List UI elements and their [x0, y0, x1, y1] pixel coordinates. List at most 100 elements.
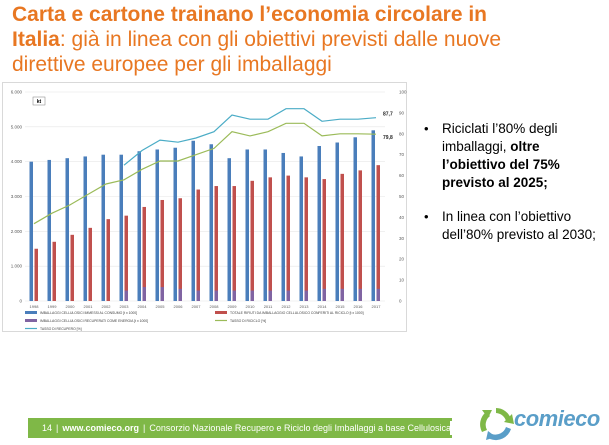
legend-label: IMBALLAGGI CELLULOSICI RECUPERATI COME E…	[40, 319, 148, 323]
y-tick-label-left: 6.000	[11, 90, 23, 95]
x-tick-label: 2006	[174, 304, 184, 309]
chart-bar	[196, 290, 200, 301]
legend-label: IMBALLAGGI CELLULOSICI IMMESSI AL CONSUM…	[40, 311, 137, 315]
chart-bar	[214, 186, 218, 301]
bullet-text: In linea con l’obiettivo dell’80% previs…	[442, 209, 596, 242]
chart-bar	[358, 170, 362, 301]
title-bold-line1: Carta e cartone trainano l’economia circ…	[12, 3, 487, 26]
unit-badge-label: kt	[37, 99, 42, 105]
chart-bar	[340, 288, 344, 301]
chart-bar	[281, 152, 285, 301]
chart-bar	[232, 290, 236, 301]
chart-bar	[250, 180, 254, 301]
legend-swatch	[25, 319, 37, 322]
chart-bar	[335, 142, 339, 301]
x-tick-label: 2001	[84, 304, 94, 309]
chart-bar	[173, 147, 177, 301]
x-tick-label: 2015	[336, 304, 346, 309]
chart-bar	[376, 288, 380, 301]
y-tick-label-left: 2.000	[11, 229, 23, 234]
chart-bar	[358, 288, 362, 301]
chart-bar	[196, 189, 200, 301]
x-tick-label: 2012	[282, 304, 292, 309]
legend-swatch	[215, 311, 227, 314]
chart-bar	[88, 227, 92, 301]
x-tick-label: 1998	[30, 304, 40, 309]
footer-url-link[interactable]: www.comieco.org	[62, 423, 140, 433]
x-tick-label: 2003	[120, 304, 130, 309]
chart-bar	[232, 186, 236, 301]
chart-frame: 0 1.000 2.000 3.000 4.000 5.000 6.000 0 10 20 30 40…	[2, 82, 407, 332]
y-tick-label-left: 1.000	[11, 264, 23, 269]
logo-text: comieco	[514, 406, 600, 431]
y-tick-label-right: 50	[399, 194, 405, 199]
chart-bar	[191, 140, 195, 301]
chart-bar	[29, 161, 33, 301]
chart-bar	[250, 290, 254, 301]
x-tick-label: 2008	[210, 304, 220, 309]
x-tick-label: 2002	[102, 304, 112, 309]
chart-bar	[47, 159, 51, 301]
chart-line	[123, 108, 377, 166]
bullet-dot-icon: •	[424, 121, 429, 136]
footer-organization: Consorzio Nazionale Recupero e Riciclo d…	[149, 423, 452, 433]
y-tick-label-right: 100	[399, 90, 407, 95]
chart-bar	[214, 290, 218, 301]
bullet-item: • In linea con l’obiettivo dell’80% prev…	[420, 208, 605, 244]
chart-bar	[209, 144, 213, 301]
chart-bar	[124, 290, 128, 301]
bullet-dot-icon: •	[424, 209, 429, 224]
chart-bar	[106, 219, 110, 301]
y-tick-label-left: 0	[19, 299, 22, 304]
y-tick-label-right: 90	[399, 110, 405, 115]
x-tick-label: 2011	[264, 304, 273, 309]
chart-bar	[371, 130, 375, 301]
chart-bar	[142, 206, 146, 301]
title-rest-line2: : già in linea con gli obiettivi previst…	[59, 28, 502, 51]
chart-bar	[263, 149, 267, 301]
x-tick-label: 2005	[156, 304, 166, 309]
recycle-arrows-icon	[480, 408, 514, 441]
chart-bar	[304, 177, 308, 301]
chart-bar	[52, 241, 56, 301]
y-tick-label-right: 0	[399, 299, 402, 304]
footer-separator: |	[143, 423, 146, 433]
bullet-item: • Riciclati l’80% degli imballaggi, oltr…	[420, 120, 605, 192]
chart-bar	[340, 173, 344, 301]
y-tick-label-right: 40	[399, 215, 405, 220]
chart-bar	[119, 154, 123, 301]
chart-bar	[376, 165, 380, 301]
title-rest-line3: direttive europee per gli imballaggi	[12, 53, 332, 76]
chart-bar	[245, 149, 249, 301]
y-tick-label-right: 80	[399, 131, 405, 136]
bullet-list: • Riciclati l’80% degli imballaggi, oltr…	[420, 120, 605, 260]
legend-label: TOTALE RIFIUTI DA IMBALLAGGIO CELLULOSIC…	[230, 311, 364, 315]
unit-badge	[32, 96, 46, 106]
chart-bar	[227, 158, 231, 301]
chart-bar	[178, 288, 182, 301]
chart-bar	[317, 145, 321, 301]
chart-bar	[268, 290, 272, 301]
legend-swatch	[25, 311, 37, 314]
slide-title: Carta e cartone trainano l’economia circ…	[12, 2, 602, 77]
chart-line	[33, 122, 377, 225]
bullet-text: Riciclati l’80% degli imballaggi,	[442, 121, 558, 154]
y-tick-label-left: 4.000	[11, 159, 23, 164]
x-tick-label: 2010	[246, 304, 256, 309]
bullet-bold-text: oltre l’obiettivo del 75% previsto al 20…	[442, 139, 560, 190]
chart-bar	[353, 137, 357, 301]
x-tick-label: 2013	[300, 304, 310, 309]
chart-bar	[34, 248, 38, 301]
x-tick-label: 2007	[192, 304, 202, 309]
y-tick-label-left: 5.000	[11, 124, 23, 129]
x-tick-label: 2009	[228, 304, 238, 309]
chart-bar	[299, 156, 303, 301]
footer-separator: |	[56, 423, 59, 433]
data-label: 79,8	[383, 135, 393, 141]
chart-bar	[268, 177, 272, 301]
chart-bar	[304, 290, 308, 301]
chart-bar	[137, 151, 141, 301]
chart-bar	[65, 158, 69, 301]
x-tick-label: 2014	[318, 304, 328, 309]
y-tick-label-right: 20	[399, 257, 405, 262]
